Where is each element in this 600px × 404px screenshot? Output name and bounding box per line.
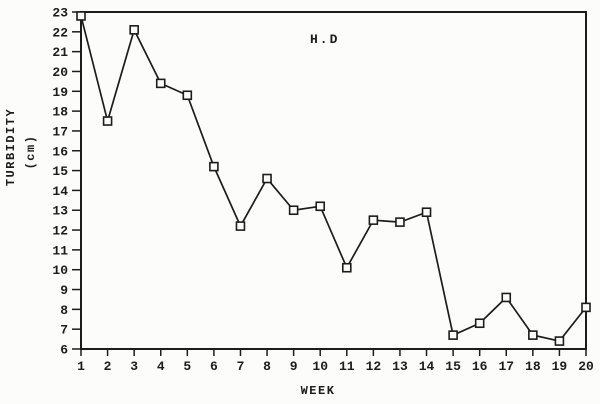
series-line [80,15,587,343]
y-tick-label: 14 [52,184,68,199]
x-tick-label: 10 [312,359,328,374]
plot-border [80,11,587,350]
x-tick-label: 14 [419,359,435,374]
y-tick-label: 13 [52,204,68,219]
data-point-marker [182,90,193,101]
y-tick-label: 15 [52,164,68,179]
data-point-marker [129,25,139,35]
data-point-marker [581,302,591,313]
data-point-marker [209,161,219,172]
y-axis-unit-label: (cm) [24,135,38,170]
x-tick-label: 12 [366,359,382,374]
y-tick-label: 9 [60,283,68,298]
y-tick-label: 22 [52,25,68,40]
y-tick-label: 19 [52,85,68,100]
y-tick-label: 10 [52,263,68,278]
data-series [76,11,591,346]
x-tick-label: 5 [183,359,191,374]
y-axis-label: TURBIDITY [4,108,18,186]
data-point-marker [288,205,299,216]
data-point-marker [421,207,432,218]
y-tick-label: 8 [60,303,68,318]
data-point-marker [501,292,512,303]
x-tick-label: 16 [472,359,488,374]
data-point-marker [341,262,352,273]
x-tick-label: 3 [130,359,138,374]
data-point-marker [368,215,379,225]
x-tick-label: 9 [290,359,298,374]
y-tick-label: 18 [52,105,68,120]
y-tick-label: 23 [52,6,68,21]
x-tick-label: 2 [104,359,112,374]
data-point-marker [395,217,405,227]
data-point-marker [235,221,246,231]
data-point-marker [315,201,326,212]
chart-title: H.D [310,32,339,47]
x-tick-label: 19 [552,359,568,374]
x-tick-label: 15 [445,359,461,374]
data-point-marker [155,78,166,89]
x-axis-ticks: 1 2 3 4 5 6 7 8 9 10 11 12 13 14 15 16 17 18 19 20 [77,349,594,374]
data-point-marker [528,330,538,340]
x-tick-label: 7 [237,359,245,374]
data-point-marker [554,336,565,346]
y-tick-label: 12 [52,224,68,239]
x-tick-label: 8 [263,359,271,374]
data-point-marker [76,11,86,21]
y-tick-label: 21 [52,45,68,60]
data-point-marker [262,173,272,184]
x-tick-label: 1 [77,359,85,374]
x-tick-label: 6 [210,359,218,374]
y-tick-label: 20 [52,65,68,80]
x-tick-label: 20 [578,359,594,374]
y-tick-label: 16 [52,144,68,159]
y-tick-label: 7 [60,323,68,338]
y-tick-label: 17 [52,124,68,139]
x-tick-label: 18 [525,359,541,374]
x-tick-label: 4 [157,359,165,374]
x-tick-label: 11 [339,359,355,374]
data-point-marker [102,116,113,126]
y-tick-label: 11 [52,243,68,258]
x-axis-label: WEEK [301,384,336,398]
x-tick-label: 17 [498,359,514,374]
data-point-marker [448,330,458,340]
data-point-marker [474,318,485,329]
y-axis-ticks: 6 7 8 9 10 11 12 13 14 15 16 17 18 19 20 21 22 23 [52,6,81,358]
x-tick-label: 13 [392,359,408,374]
y-tick-label: 6 [60,343,68,358]
